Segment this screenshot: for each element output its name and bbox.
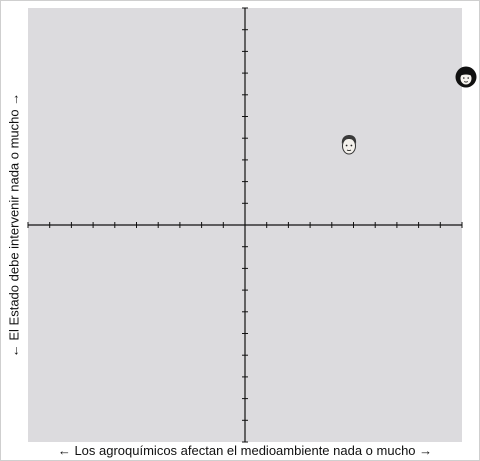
y-axis-label-wrap: ← El Estado debe intervenir nada o mucho… [4,8,24,442]
plot-area [27,7,463,443]
female-avatar-icon[interactable] [455,66,477,93]
axes [27,7,463,443]
male-avatar-icon[interactable] [339,134,359,161]
x-axis-label: ← Los agroquímicos afectan el medioambie… [57,443,433,458]
y-axis-label: ← El Estado debe intervenir nada o mucho… [6,92,22,358]
